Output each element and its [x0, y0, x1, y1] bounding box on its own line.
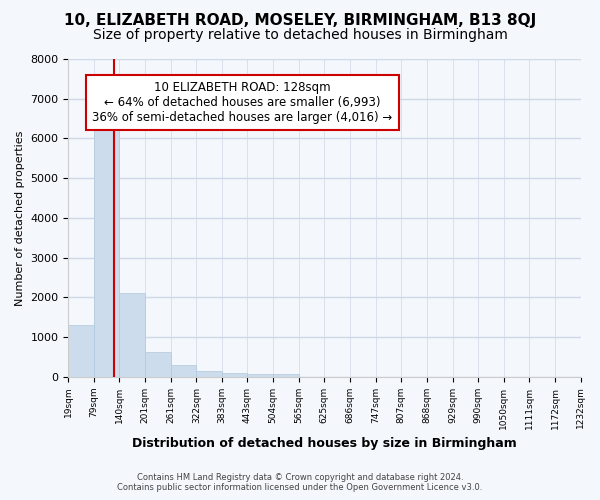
- Bar: [68, 325, 94, 377]
- Bar: [94, 114, 119, 377]
- Bar: [247, 374, 273, 377]
- Text: 10, ELIZABETH ROAD, MOSELEY, BIRMINGHAM, B13 8QJ: 10, ELIZABETH ROAD, MOSELEY, BIRMINGHAM,…: [64, 12, 536, 28]
- Bar: [273, 374, 299, 377]
- Text: Contains HM Land Registry data © Crown copyright and database right 2024.
Contai: Contains HM Land Registry data © Crown c…: [118, 473, 482, 492]
- Bar: [145, 352, 170, 377]
- Bar: [119, 294, 145, 377]
- Y-axis label: Number of detached properties: Number of detached properties: [15, 130, 25, 306]
- Bar: [222, 373, 247, 377]
- Bar: [170, 365, 196, 377]
- X-axis label: Distribution of detached houses by size in Birmingham: Distribution of detached houses by size …: [132, 437, 517, 450]
- Bar: [196, 371, 222, 377]
- Text: 10 ELIZABETH ROAD: 128sqm
← 64% of detached houses are smaller (6,993)
36% of se: 10 ELIZABETH ROAD: 128sqm ← 64% of detac…: [92, 81, 392, 124]
- Text: Size of property relative to detached houses in Birmingham: Size of property relative to detached ho…: [92, 28, 508, 42]
